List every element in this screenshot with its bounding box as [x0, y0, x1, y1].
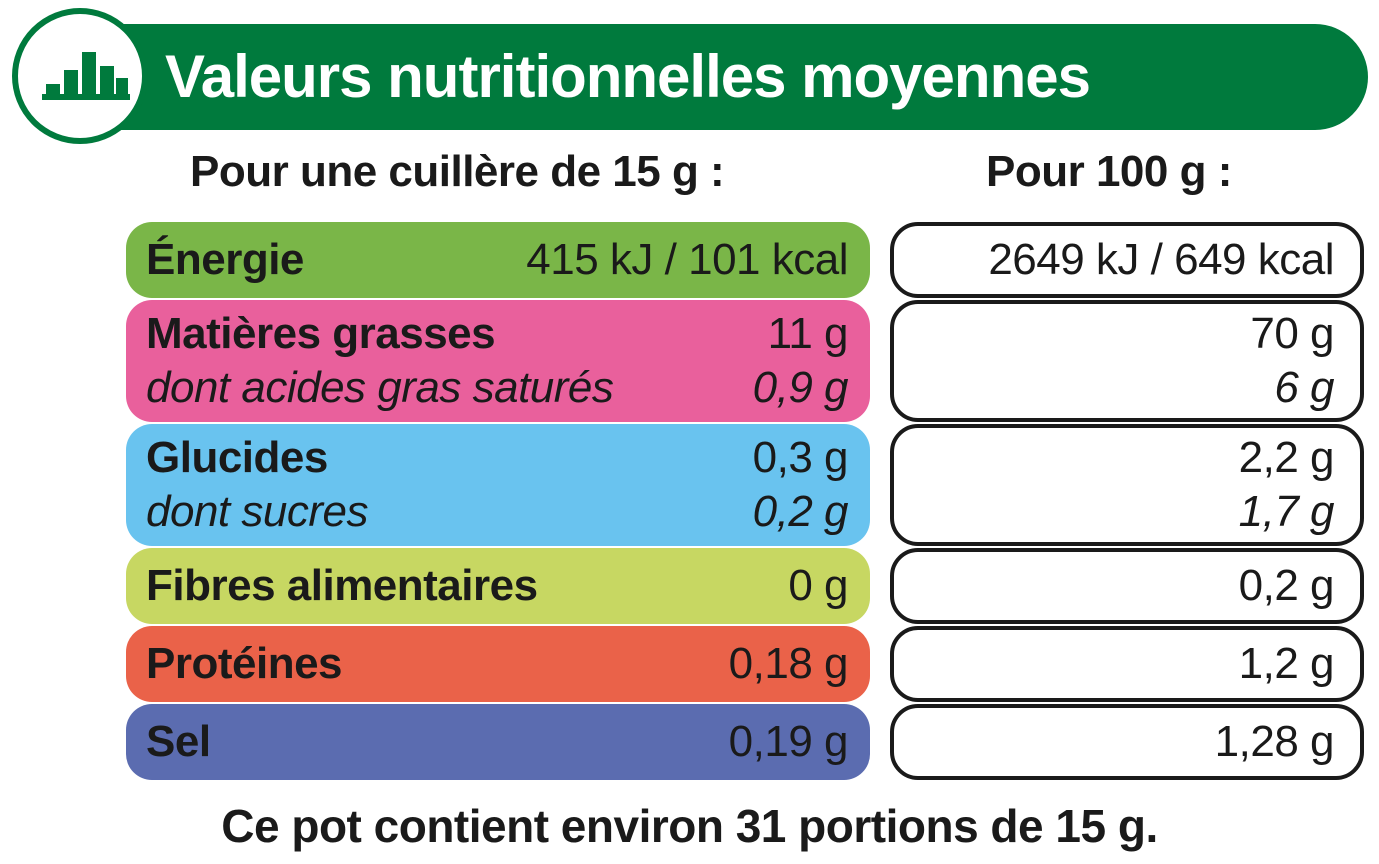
row-proteines: Protéines 0,18 g	[126, 626, 870, 702]
portion-value: 415 kJ / 101 kcal	[526, 235, 848, 284]
per100-value: 1,2 g	[1238, 639, 1335, 688]
portion-value: 11 g	[767, 309, 849, 358]
nutrient-label: Fibres alimentaires	[146, 561, 538, 610]
per-100g-heading: Pour 100 g :	[986, 147, 1232, 196]
nutrient-line: Fibres alimentaires 0 g	[146, 559, 848, 613]
nutrient-line: Matières grasses 11 g	[146, 307, 849, 361]
nutrient-subline: dont sucres 0,2 g	[146, 485, 849, 539]
per100-box-sel: 1,28 g	[890, 704, 1364, 780]
nutrient-label: Énergie	[146, 235, 304, 284]
row-fibres: Fibres alimentaires 0 g	[126, 548, 870, 624]
row-sel: Sel 0,19 g	[126, 704, 870, 780]
title-banner	[70, 24, 1368, 130]
per100-value: 2649 kJ / 649 kcal	[988, 235, 1334, 284]
nutrient-label: Sel	[146, 717, 211, 766]
nutrient-label: Matières grasses	[146, 309, 496, 358]
per100-box-energie: 2649 kJ / 649 kcal	[890, 222, 1364, 298]
nutrient-sublabel: dont sucres	[146, 487, 368, 536]
per100-subvalue: 6 g	[1274, 363, 1334, 412]
portion-value: 0,18 g	[728, 639, 849, 688]
row-energie: Énergie 415 kJ / 101 kcal	[126, 222, 870, 298]
nutrient-sublabel: dont acides gras saturés	[146, 363, 614, 412]
bar-chart-icon	[12, 8, 148, 144]
portion-subvalue: 0,9 g	[752, 363, 849, 412]
per100-box-matieres-grasses: 70 g 6 g	[890, 300, 1364, 422]
per-portion-heading: Pour une cuillère de 15 g :	[190, 147, 725, 196]
per100-value: 2,2 g	[1238, 433, 1335, 482]
nutrient-line: Énergie 415 kJ / 101 kcal	[146, 233, 848, 287]
row-matieres-grasses: Matières grasses 11 g dont acides gras s…	[126, 300, 870, 422]
nutrient-line: Protéines 0,18 g	[146, 637, 849, 691]
per100-value: 70 g	[1250, 309, 1334, 358]
per100-box-proteines: 1,2 g	[890, 626, 1364, 702]
page-title: Valeurs nutritionnelles moyennes	[165, 43, 1091, 110]
per100-box-glucides: 2,2 g 1,7 g	[890, 424, 1364, 546]
nutrient-line: Glucides 0,3 g	[146, 431, 849, 485]
portion-value: 0 g	[788, 561, 848, 610]
nutrient-line: Sel 0,19 g	[146, 715, 849, 769]
portion-value: 0,3 g	[752, 433, 849, 482]
row-glucides: Glucides 0,3 g dont sucres 0,2 g	[126, 424, 870, 546]
nutrient-subline: dont acides gras saturés 0,9 g	[146, 361, 849, 415]
nutrient-label: Protéines	[146, 639, 343, 688]
per100-value: 1,28 g	[1214, 717, 1335, 766]
portion-subvalue: 0,2 g	[752, 487, 849, 536]
per100-box-fibres: 0,2 g	[890, 548, 1364, 624]
portion-value: 0,19 g	[728, 717, 849, 766]
per100-subvalue: 1,7 g	[1238, 487, 1335, 536]
per100-value: 0,2 g	[1238, 561, 1335, 610]
portions-note: Ce pot contient environ 31 portions de 1…	[221, 800, 1158, 852]
nutrient-label: Glucides	[146, 433, 328, 482]
